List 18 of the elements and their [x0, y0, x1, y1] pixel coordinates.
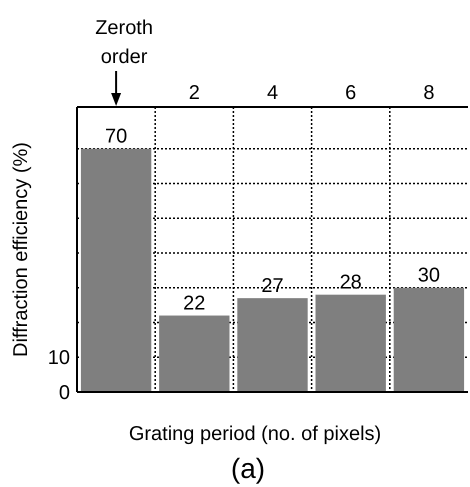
x-tick-label: 6: [345, 82, 356, 104]
y-tick-label: 0: [58, 382, 70, 404]
bar: [80, 148, 152, 392]
bar: [394, 288, 464, 392]
x-tick-label: 2: [188, 82, 200, 104]
x-axis-title: Grating period (no. of pixels): [128, 423, 382, 445]
bar: [237, 298, 308, 392]
x-tick-label: 4: [266, 82, 278, 104]
x-tick-label: 8: [423, 82, 434, 104]
y-tick-label: 10: [48, 347, 70, 370]
data-label: 30: [418, 264, 440, 287]
bar: [316, 294, 386, 392]
text: Zeroth order: [95, 17, 154, 68]
y-axis-title: Diffraction efficiency (%): [10, 142, 32, 357]
data-label: 22: [183, 292, 206, 315]
bar: [159, 316, 230, 392]
data-label: 70: [104, 126, 128, 148]
text: (a): [230, 453, 266, 484]
